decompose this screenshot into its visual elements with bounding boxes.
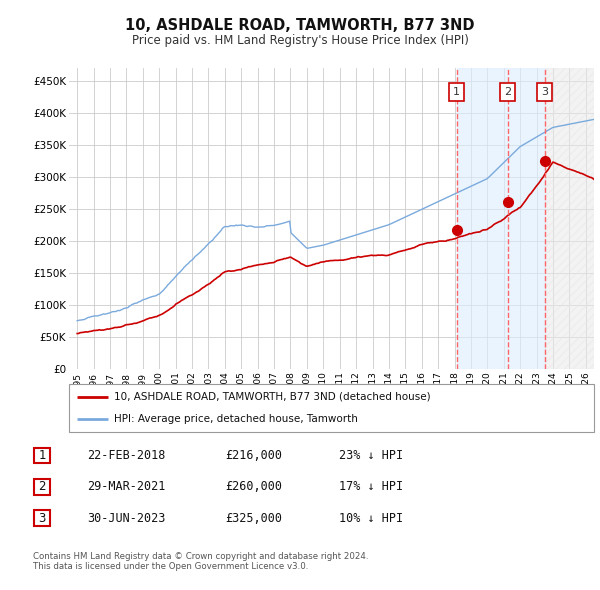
FancyBboxPatch shape — [34, 479, 50, 494]
FancyBboxPatch shape — [34, 447, 50, 464]
Text: 1: 1 — [453, 87, 460, 97]
Text: 1: 1 — [38, 449, 46, 462]
Text: 2: 2 — [38, 480, 46, 493]
Text: 29-MAR-2021: 29-MAR-2021 — [87, 480, 166, 493]
Text: HPI: Average price, detached house, Tamworth: HPI: Average price, detached house, Tamw… — [113, 414, 358, 424]
Bar — [457, 68, 545, 369]
Text: Price paid vs. HM Land Registry's House Price Index (HPI): Price paid vs. HM Land Registry's House … — [131, 34, 469, 47]
FancyBboxPatch shape — [69, 384, 594, 432]
Text: 30-JUN-2023: 30-JUN-2023 — [87, 512, 166, 525]
Text: £260,000: £260,000 — [225, 480, 282, 493]
Text: 17% ↓ HPI: 17% ↓ HPI — [339, 480, 403, 493]
Text: £216,000: £216,000 — [225, 449, 282, 462]
Bar — [545, 68, 594, 369]
Text: 10, ASHDALE ROAD, TAMWORTH, B77 3ND (detached house): 10, ASHDALE ROAD, TAMWORTH, B77 3ND (det… — [113, 392, 430, 402]
Text: 10% ↓ HPI: 10% ↓ HPI — [339, 512, 403, 525]
Text: 22-FEB-2018: 22-FEB-2018 — [87, 449, 166, 462]
Text: Contains HM Land Registry data © Crown copyright and database right 2024.
This d: Contains HM Land Registry data © Crown c… — [33, 552, 368, 571]
Text: 23% ↓ HPI: 23% ↓ HPI — [339, 449, 403, 462]
Text: 3: 3 — [38, 512, 46, 525]
Text: £325,000: £325,000 — [225, 512, 282, 525]
Text: 10, ASHDALE ROAD, TAMWORTH, B77 3ND: 10, ASHDALE ROAD, TAMWORTH, B77 3ND — [125, 18, 475, 34]
FancyBboxPatch shape — [34, 510, 50, 526]
Text: 2: 2 — [505, 87, 511, 97]
Text: 3: 3 — [541, 87, 548, 97]
